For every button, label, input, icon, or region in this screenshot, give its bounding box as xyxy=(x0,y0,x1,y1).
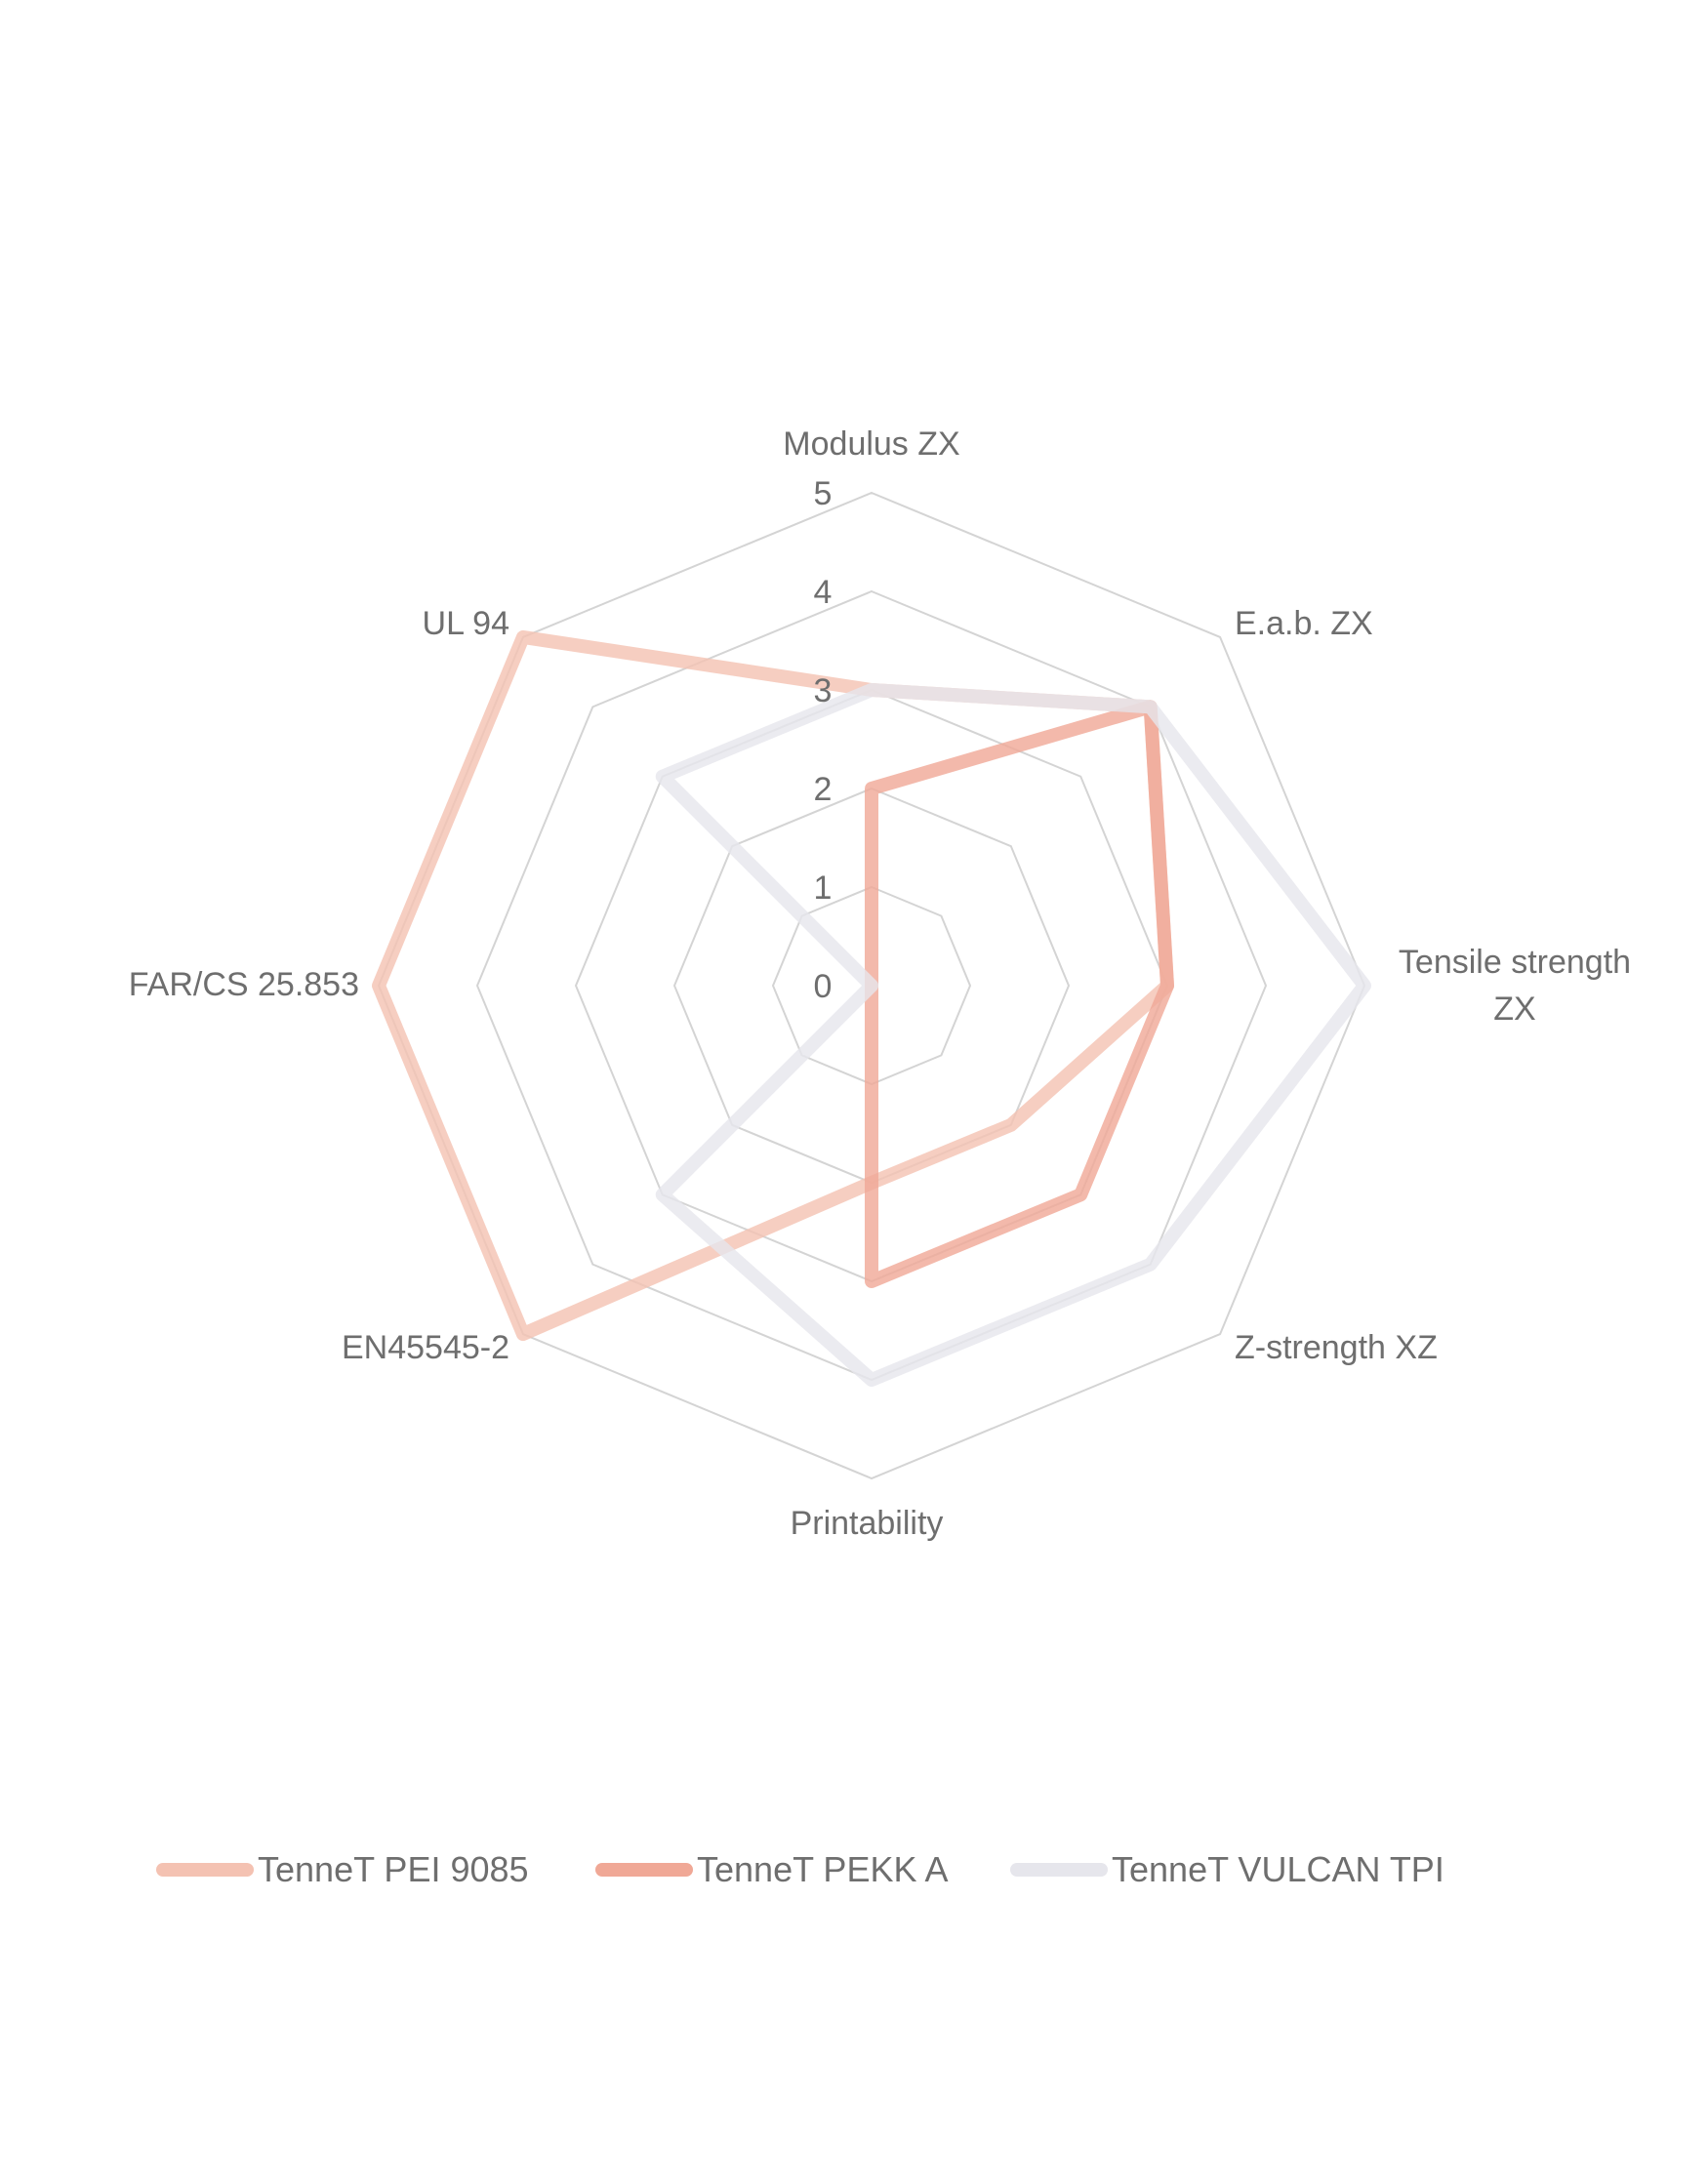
category-label-2: Tensile strength ZX xyxy=(1399,944,1631,1028)
tick-label-4: 4 xyxy=(814,574,833,611)
legend-label-vulcan-tpi: TenneT VULCAN TPI xyxy=(1112,1849,1444,1889)
category-label-line: E.a.b. ZX xyxy=(1235,605,1373,642)
category-label-4: Printability xyxy=(791,1505,944,1542)
category-label-line: Z-strength XZ xyxy=(1235,1329,1438,1366)
category-label-3: Z-strength XZ xyxy=(1235,1329,1438,1366)
tick-label-5: 5 xyxy=(814,475,833,512)
legend-item-vulcan-tpi: TenneT VULCAN TPI xyxy=(1010,1840,1444,1899)
category-label-line: Modulus ZX xyxy=(783,425,959,463)
tick-label-0: 0 xyxy=(814,968,833,1005)
category-label-line: Tensile strength xyxy=(1399,944,1631,981)
series-layer xyxy=(372,629,1371,1387)
legend-swatch-pekk-a xyxy=(595,1863,693,1877)
series-line-1 xyxy=(865,700,1174,1288)
category-label-line: Printability xyxy=(791,1505,944,1542)
tick-label-2: 2 xyxy=(814,771,833,808)
tick-label-1: 1 xyxy=(814,869,833,907)
legend-item-pei-9085: TenneT PEI 9085 xyxy=(156,1840,529,1899)
category-layer: Modulus ZX E.a.b. ZX Tensile strength ZX Z-s… xyxy=(129,425,1631,1542)
category-label-line: UL 94 xyxy=(423,605,509,642)
category-label-5: EN45545-2 xyxy=(342,1329,509,1366)
legend-swatch-vulcan-tpi xyxy=(1010,1863,1108,1877)
series-line-2 xyxy=(655,683,1371,1387)
category-label-line: FAR/CS 25.853 xyxy=(129,966,359,1003)
category-label-0: Modulus ZX xyxy=(783,425,959,463)
category-label-1: E.a.b. ZX xyxy=(1235,605,1373,642)
category-label-6: FAR/CS 25.853 xyxy=(129,966,359,1003)
category-label-7: UL 94 xyxy=(423,605,509,642)
category-label-line: ZX xyxy=(1493,990,1535,1028)
tick-label-3: 3 xyxy=(814,672,833,709)
tick-layer: 0 1 2 3 4 5 xyxy=(814,475,833,1005)
legend-label-pekk-a: TenneT PEKK A xyxy=(697,1849,949,1889)
category-label-line: EN45545-2 xyxy=(342,1329,509,1366)
legend: TenneT PEI 9085 TenneT PEKK A TenneT VUL… xyxy=(0,1840,1708,1899)
legend-label-pei-9085: TenneT PEI 9085 xyxy=(258,1849,529,1889)
legend-item-pekk-a: TenneT PEKK A xyxy=(595,1840,949,1899)
legend-swatch-pei-9085 xyxy=(156,1863,254,1877)
